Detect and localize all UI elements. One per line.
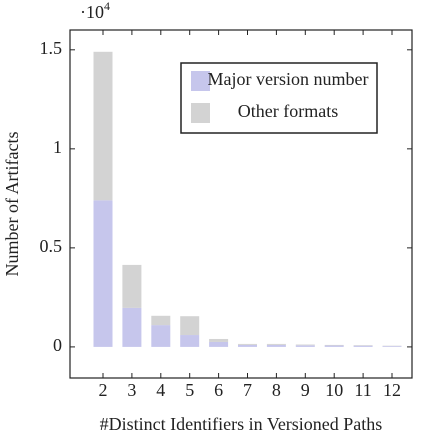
- bar-segment: [382, 346, 402, 347]
- bar-segment: [238, 343, 257, 345]
- bar-segment: [93, 200, 113, 347]
- bar-segment: [122, 264, 142, 308]
- bar-segment: [180, 316, 200, 336]
- bar-segment: [209, 341, 229, 347]
- x-tick-label: 7: [243, 380, 252, 400]
- x-tick-label: 10: [325, 380, 343, 400]
- bar-segment: [238, 344, 257, 347]
- bar-segment: [122, 307, 142, 347]
- scale-base: ·10: [80, 2, 104, 22]
- x-tick-label: 11: [354, 380, 371, 400]
- legend-swatch: [191, 71, 210, 91]
- x-axis-label: #Distinct Identifiers in Versioned Paths: [100, 414, 383, 434]
- x-tick-label: 5: [185, 380, 194, 400]
- x-tick-label: 3: [127, 380, 136, 400]
- bar-segment: [266, 344, 286, 347]
- bar-segment: [209, 338, 229, 342]
- legend-label: Major version number: [208, 69, 369, 89]
- scale-label: ·104: [80, 0, 110, 22]
- bar-segment: [151, 325, 171, 347]
- x-tick-label: 8: [272, 380, 281, 400]
- y-tick-label: 0.5: [40, 236, 63, 256]
- bar-segment: [295, 344, 315, 346]
- plot-frame: [69, 29, 413, 379]
- legend-label: Other formats: [238, 101, 338, 121]
- bar-segment: [266, 343, 286, 345]
- x-tick-label: 4: [156, 380, 165, 400]
- y-tick-label: 1: [53, 137, 62, 157]
- x-tick-label: 12: [383, 380, 401, 400]
- x-tick-label: 6: [214, 380, 223, 400]
- bar-segment: [180, 335, 200, 347]
- bar-segment: [295, 345, 315, 347]
- y-tick-label: 0: [53, 335, 62, 355]
- bar-segment: [353, 345, 373, 346]
- y-axis-label: Number of Artifacts: [2, 132, 22, 277]
- legend-swatch: [191, 103, 210, 123]
- bar-segment: [353, 345, 373, 347]
- legend-box: [180, 62, 378, 134]
- x-tick-label: 9: [301, 380, 310, 400]
- bar-segment: [151, 315, 171, 326]
- bar-segment: [324, 345, 344, 347]
- y-tick-label: 1.5: [40, 38, 63, 58]
- scale-exponent: 4: [104, 0, 110, 13]
- bar-segment: [324, 344, 344, 346]
- bar-segment: [93, 51, 113, 201]
- x-tick-label: 2: [99, 380, 108, 400]
